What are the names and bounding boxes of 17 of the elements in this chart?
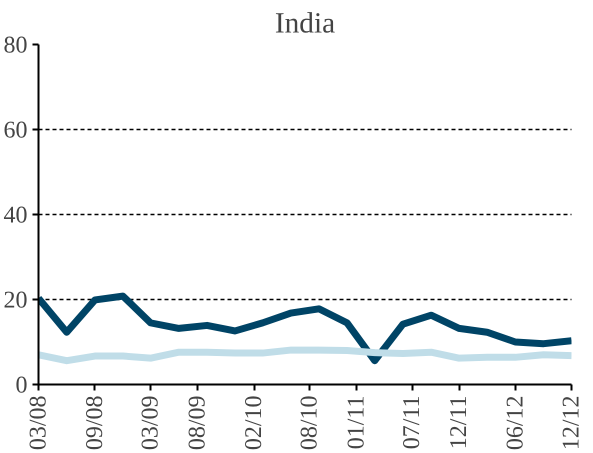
x-tick-label: 02/10 [241,395,268,450]
x-tick-label: 12/11 [446,395,472,450]
x-tick-label: 12/12 [558,395,584,450]
x-tick-label: 07/11 [399,395,426,450]
x-tick-label: 03/09 [138,395,164,450]
x-tick-label: 06/12 [502,395,528,450]
x-tick-label: 08/10 [296,395,323,450]
y-tick-label: 60 [4,118,28,144]
y-tick-label: 80 [4,32,28,58]
y-tick-label: 20 [4,288,28,314]
y-tick-label: 0 [16,372,28,398]
x-tick-label: 09/08 [82,395,108,450]
chart-title: India [274,8,336,40]
y-tick-label: 40 [4,202,28,228]
x-tick-label: 03/08 [26,395,52,450]
x-tick-label: 08/09 [184,395,211,450]
x-tick-label: 01/11 [344,395,370,450]
